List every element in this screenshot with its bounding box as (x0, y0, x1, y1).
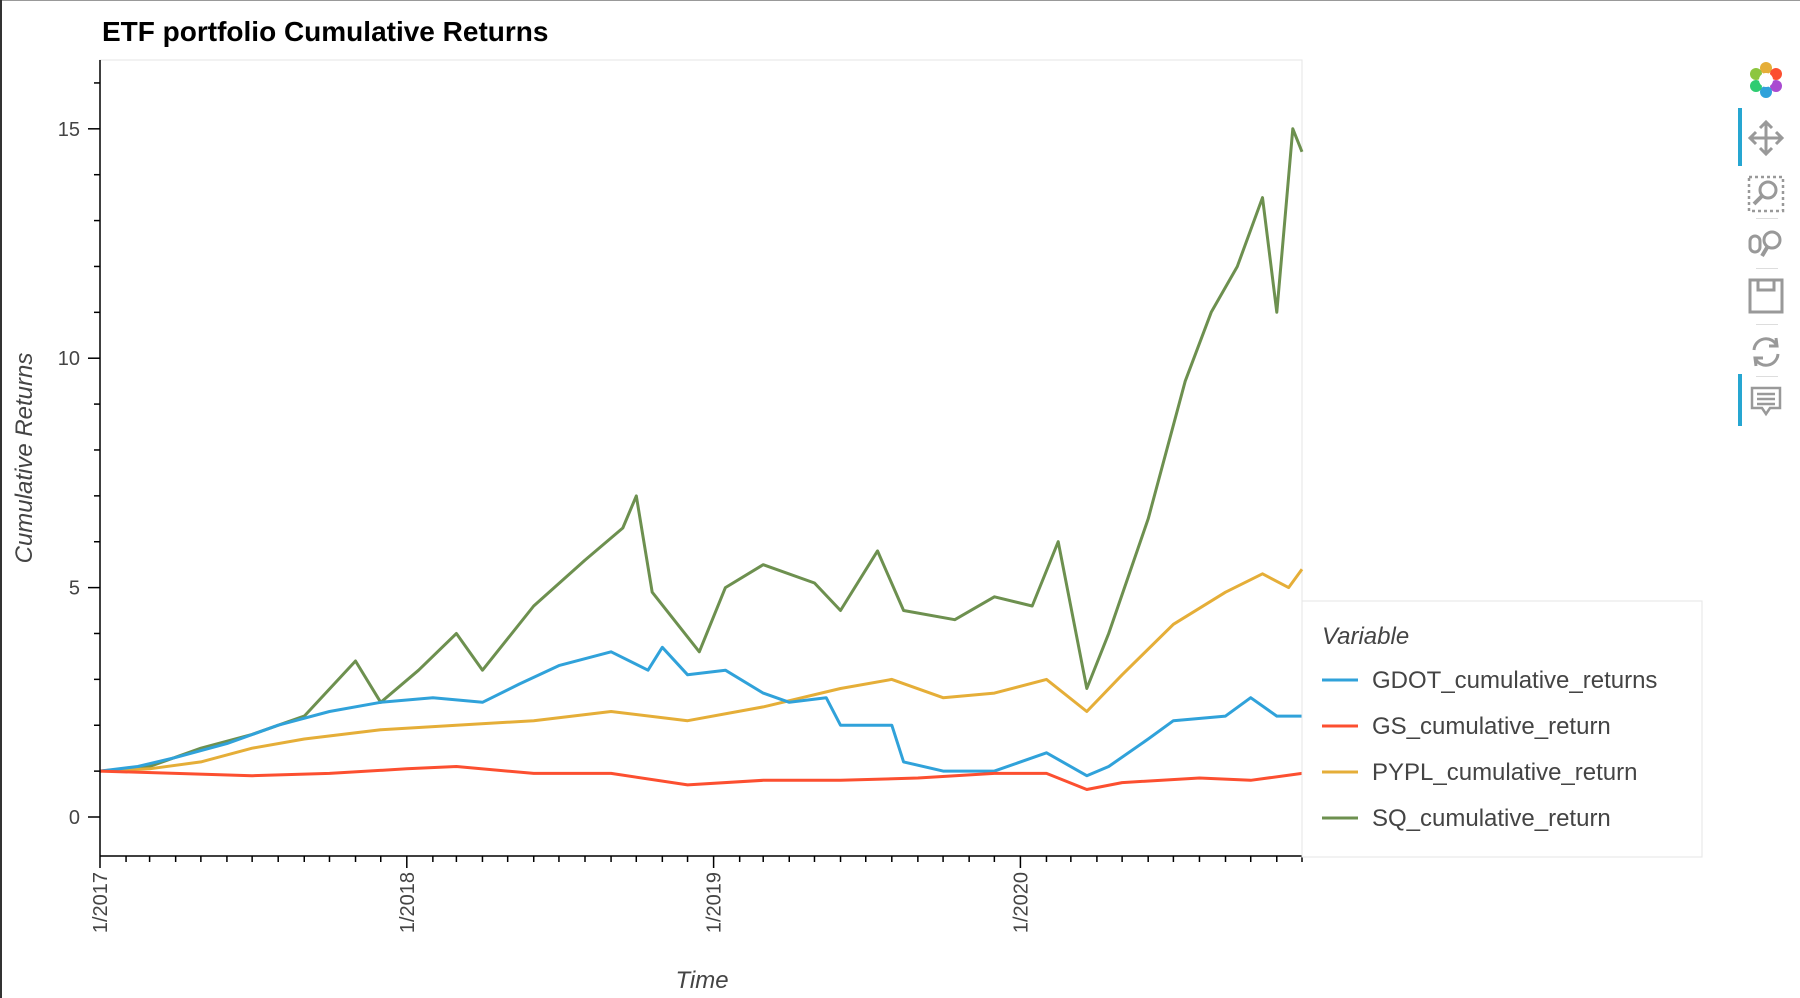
chart-canvas[interactable]: ETF portfolio Cumulative Returns 1/2017 1… (0, 0, 1720, 998)
y-tick-label: 5 (69, 578, 80, 600)
series-line-SQ_cumulative_return[interactable] (99, 127, 1304, 773)
wheel-zoom-icon[interactable] (1746, 224, 1786, 264)
legend[interactable]: Variable GDOT_cumulative_returns GS_cumul… (1301, 600, 1703, 858)
x-tick-label: 1/2017 (90, 872, 112, 933)
frame-top-edge (0, 0, 1800, 1)
frame-left-edge (0, 0, 2, 998)
bokeh-logo-icon[interactable] (1746, 60, 1786, 100)
y-tick-label: 0 (69, 807, 80, 829)
toolbar-separator (1756, 268, 1778, 269)
box-zoom-icon[interactable] (1746, 174, 1786, 214)
hover-icon[interactable] (1746, 382, 1786, 422)
x-axis: 1/2017 1/2018 1/2019 1/2020 (90, 856, 1303, 933)
pan-icon[interactable] (1746, 118, 1786, 158)
active-tool-indicator (1738, 374, 1742, 426)
legend-label[interactable]: SQ_cumulative_return (1372, 805, 1611, 832)
legend-title: Variable (1322, 623, 1409, 650)
chart-toolbar (1738, 56, 1798, 496)
legend-label[interactable]: PYPL_cumulative_return (1372, 759, 1637, 786)
toolbar-separator (1756, 218, 1778, 219)
legend-box (1301, 600, 1703, 858)
x-tick-label: 1/2020 (1010, 872, 1032, 933)
series-line-PYPL_cumulative_return[interactable] (99, 568, 1304, 773)
plot-area[interactable] (99, 127, 1304, 791)
legend-label[interactable]: GS_cumulative_return (1372, 713, 1611, 740)
y-axis: 0 5 10 15 (58, 82, 100, 829)
plot-frame (99, 59, 1303, 857)
y-axis-label: Cumulative Returns (11, 353, 38, 564)
x-tick-label: 1/2018 (397, 872, 419, 933)
reset-icon[interactable] (1746, 332, 1786, 372)
series-line-GDOT_cumulative_returns[interactable] (99, 645, 1302, 778)
save-icon[interactable] (1746, 276, 1786, 316)
active-tool-indicator (1738, 108, 1742, 166)
y-tick-label: 10 (58, 348, 80, 370)
toolbar-separator (1756, 324, 1778, 325)
x-tick-label: 1/2019 (704, 872, 726, 933)
series-line-GS_cumulative_return[interactable] (99, 765, 1303, 791)
legend-label[interactable]: GDOT_cumulative_returns (1372, 667, 1657, 694)
y-tick-label: 15 (58, 119, 80, 141)
chart-title: ETF portfolio Cumulative Returns (102, 16, 548, 47)
x-axis-label: Time (675, 967, 728, 994)
toolbar-separator (1756, 376, 1778, 377)
